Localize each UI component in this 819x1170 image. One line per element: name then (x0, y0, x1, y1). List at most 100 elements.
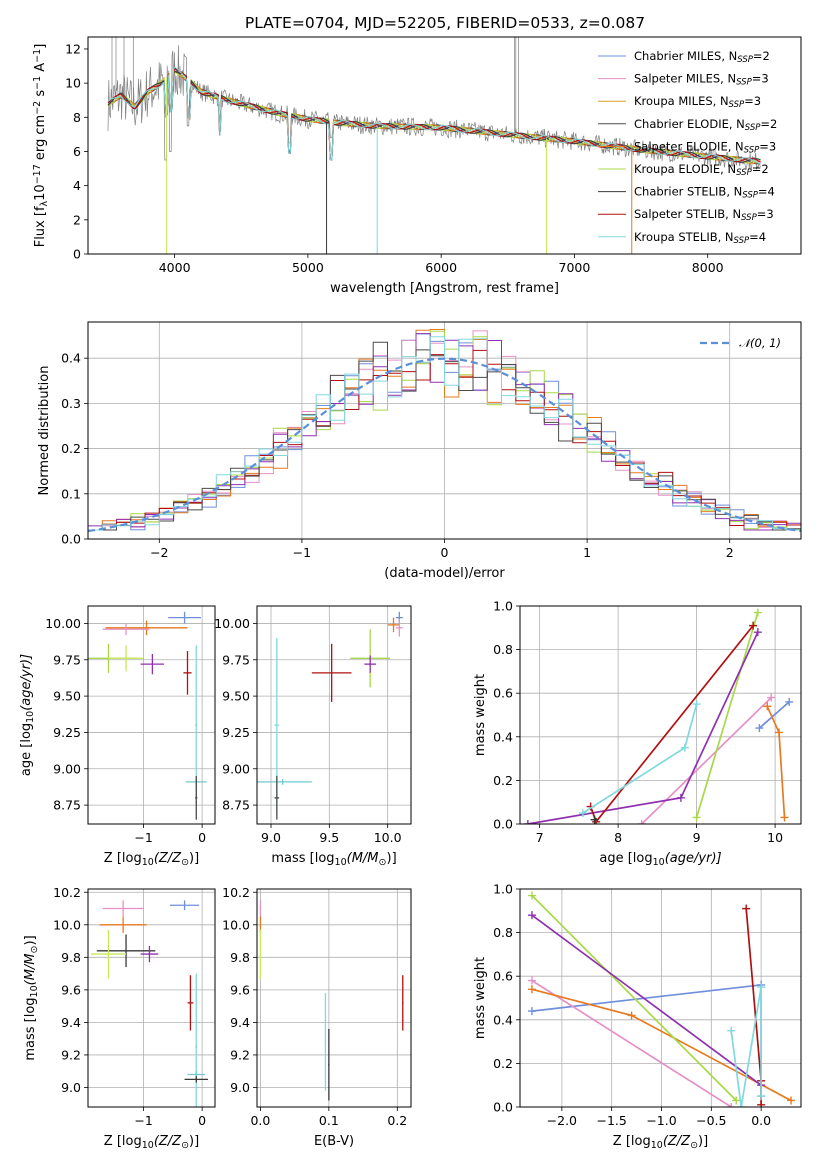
plot-area (107, 37, 761, 254)
weight-marker (757, 1092, 766, 1101)
weight-marker (757, 1100, 766, 1107)
y-axis-label: Flux [fλ10−17 erg cm−2 s−1 A−1] (32, 44, 50, 248)
residual-histogram-7 (88, 336, 801, 531)
x-axis-label: Z [log10(Z/Z⊙)] (613, 1134, 708, 1151)
y-tick-label: 0.0 (61, 532, 81, 547)
legend-entry: Salpeter STELIB, NSSP=3 (634, 207, 774, 223)
x-tick-label: 9 (693, 830, 701, 845)
x-tick-label: −1 (134, 1113, 152, 1128)
y-tick-label: 8 (73, 110, 81, 125)
model-spectrum-2 (107, 66, 761, 165)
weight-marker (785, 697, 794, 706)
y-tick-label: 0.4 (493, 729, 513, 744)
y-tick-label: 0.1 (61, 486, 81, 501)
y-tick-label: 0 (73, 247, 81, 262)
x-axis-label: wavelength [Angstrom, rest frame] (330, 281, 559, 296)
y-tick-label: 9.4 (230, 1015, 250, 1030)
y-tick-label: 9.2 (61, 1047, 81, 1062)
x-axis-label: (data-model)/error (384, 566, 505, 581)
y-tick-label: 0.2 (61, 441, 81, 456)
y-tick-label: 10.2 (222, 885, 250, 900)
y-tick-label: 10.00 (45, 616, 81, 631)
y-tick-label: 9.6 (230, 982, 250, 997)
y-tick-label: 9.25 (53, 725, 81, 740)
weight-marker (692, 813, 701, 822)
y-tick-label: 2 (73, 212, 81, 227)
y-tick-label: 4 (73, 178, 81, 193)
plot-area (257, 611, 403, 820)
x-tick-label: 0 (198, 830, 206, 845)
axes-frame (87, 888, 216, 1108)
x-tick-label: 5000 (292, 260, 324, 275)
spectrum-legend: Chabrier MILES, NSSP=2 Salpeter MILES, NS… (598, 49, 777, 246)
y-tick-label: 0.4 (61, 351, 81, 366)
x-tick-label: 2 (726, 545, 734, 560)
mass-vs-extinction-plot: 0.0 0.1 0.2 9.0 9.2 9.4 9.6 9.8 10.0 10.2 E(B-V) (222, 885, 412, 1149)
x-tick-label: 8 (614, 830, 622, 845)
y-tick-label: 1.0 (493, 882, 513, 897)
x-tick-label: 6000 (425, 260, 457, 275)
weight-marker (755, 724, 764, 733)
weight-vs-age-plot: 7 8 9 10 0.0 0.2 0.4 0.6 0.8 1.0 age [log10(age/yr… (473, 599, 802, 868)
model-spectrum-4 (107, 70, 761, 164)
weight-marker (757, 983, 766, 992)
x-axis-label: mass [log10(M/M⊙)] (271, 851, 396, 868)
y-axis-label: age [log10(age/yr)] (19, 654, 36, 776)
weight-marker (590, 815, 599, 824)
model-spectrum-8 (107, 66, 761, 165)
y-tick-label: 9.8 (61, 950, 81, 965)
weight-series-0 (758, 701, 790, 729)
axes-frame (87, 36, 802, 255)
legend-entry: 𝒩(0, 1) (739, 336, 781, 350)
weight-marker (727, 1026, 736, 1035)
x-tick-label: 4000 (159, 260, 191, 275)
weight-marker (527, 891, 536, 900)
y-tick-label: 10.0 (222, 917, 250, 932)
y-tick-label: 0.0 (493, 1100, 513, 1115)
x-tick-label: 0.1 (319, 1113, 339, 1128)
x-tick-label: 9.5 (319, 830, 339, 845)
weight-marker (527, 985, 536, 994)
x-tick-label: 7 (536, 830, 544, 845)
y-tick-label: 9.0 (230, 1080, 250, 1095)
y-tick-label: 8.75 (222, 798, 250, 813)
x-tick-label: −2.0 (547, 1113, 577, 1128)
x-tick-label: −2 (150, 545, 168, 560)
residuals-histogram: −2 −1 0 1 2 0.0 0.1 0.2 0.3 0.4 𝒩(0, 1) (data-model… (37, 321, 802, 581)
y-tick-label: 10.0 (53, 917, 81, 932)
x-tick-label: 8000 (692, 260, 724, 275)
weight-vs-metallicity-plot: −2.0 −1.5 −1.0 −0.5 0.0 0.0 0.2 0.4 0.6 0.8 1.0 Z [… (473, 882, 802, 1151)
y-tick-label: 0.4 (493, 1012, 513, 1027)
weight-marker (578, 809, 587, 818)
x-tick-label: −1.5 (596, 1113, 626, 1128)
x-tick-label: 0 (198, 1113, 206, 1128)
weight-marker (527, 911, 536, 920)
x-tick-label: −1 (293, 545, 311, 560)
y-tick-label: 0.8 (493, 642, 513, 657)
x-axis-label: Z [log10(Z/Z⊙)] (104, 1134, 199, 1151)
figure-title: PLATE=0704, MJD=52205, FIBERID=0533, z=0… (245, 14, 645, 32)
y-tick-label: 8.75 (53, 798, 81, 813)
model-spectrum-7 (107, 68, 761, 163)
y-tick-label: 0.0 (493, 817, 513, 832)
age-vs-mass-plot: 9.0 9.5 10.0 8.75 9.00 9.25 9.50 9.75 10.00 mass … (214, 605, 412, 868)
y-tick-label: 9.2 (230, 1047, 250, 1062)
y-tick-label: 10.00 (214, 616, 250, 631)
weight-marker (637, 820, 646, 824)
legend-entry: Kroupa MILES, NSSP=3 (634, 94, 761, 110)
legend-entry: Salpeter ELODIE, NSSP=3 (634, 139, 776, 155)
x-tick-label: 10 (767, 830, 783, 845)
weight-marker (775, 728, 784, 737)
weight-marker (787, 1096, 796, 1105)
y-tick-label: 12 (65, 41, 81, 56)
legend-entry: Chabrier MILES, NSSP=2 (634, 49, 770, 65)
x-axis-label: Z [log10(Z/Z⊙)] (104, 851, 199, 868)
y-tick-label: 9.6 (61, 982, 81, 997)
plot-area (259, 900, 404, 1101)
y-tick-label: 9.75 (222, 652, 250, 667)
weight-marker (749, 621, 758, 630)
x-tick-label: 7000 (559, 260, 591, 275)
legend-entry: Kroupa ELODIE, NSSP=2 (634, 162, 769, 178)
weight-series-6 (582, 703, 698, 814)
y-tick-label: 10 (65, 76, 81, 91)
